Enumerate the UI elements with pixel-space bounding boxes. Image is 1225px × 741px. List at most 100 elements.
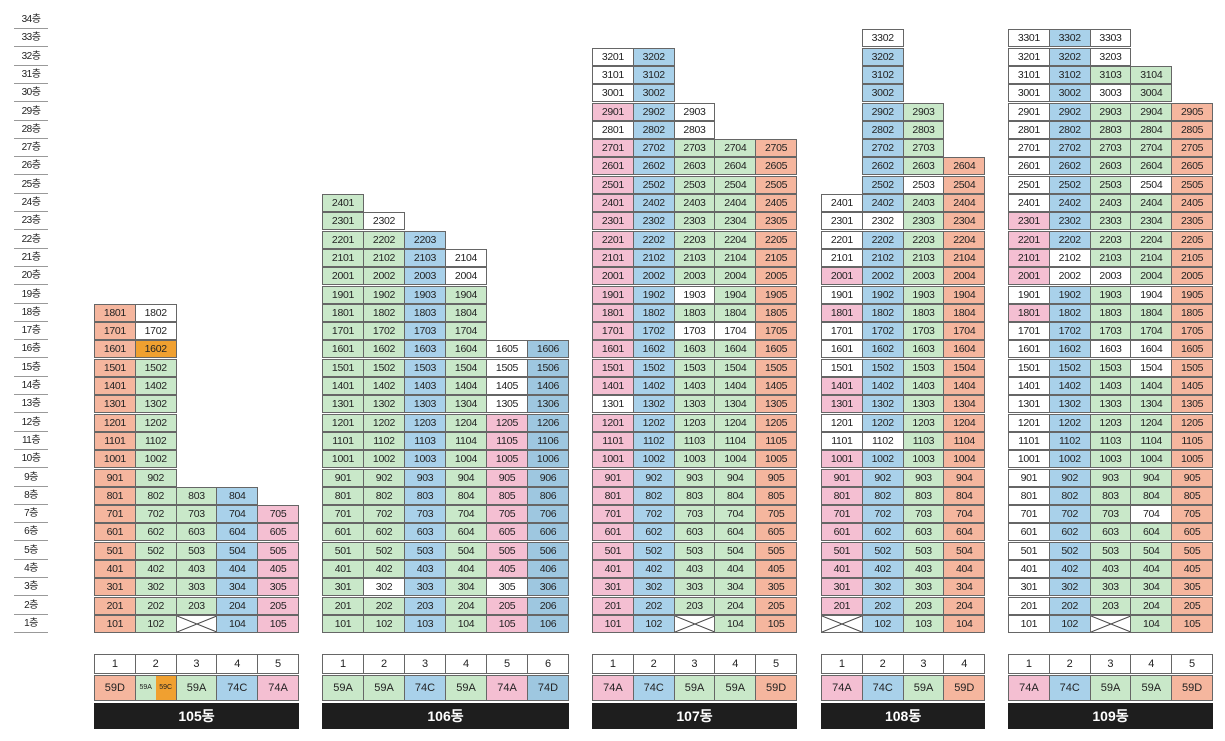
unit-cell: 1703: [404, 322, 446, 341]
unit-cell: 3202: [1048, 47, 1091, 66]
unit-cell: 2903: [1089, 102, 1132, 121]
unit-cell: 2301: [821, 212, 863, 231]
unit-cell: 1203: [1089, 413, 1132, 432]
unit-cell: 1702: [861, 322, 904, 341]
unit-cell: 2405: [755, 194, 797, 212]
unit-cell: 1301: [592, 395, 634, 414]
unit-cell: 502: [861, 541, 904, 560]
unit-cell: 1505: [1171, 358, 1213, 377]
unit-cell: 2004: [943, 267, 986, 286]
unit-cell: 1001: [94, 450, 136, 469]
unit-cell: 901: [592, 468, 634, 487]
unit-cell: 1904: [1130, 285, 1173, 304]
unit-cell: 203: [175, 596, 218, 615]
unit-cell: 901: [821, 468, 863, 487]
unit-cell: 104: [1130, 614, 1173, 633]
unit-cell: 604: [445, 523, 487, 542]
unit-cell: 1505: [755, 358, 797, 377]
unit-cell: 104: [714, 614, 757, 633]
unit-cell: 1904: [714, 285, 757, 304]
floor-label: 19층: [14, 286, 48, 304]
unit-cell: 1402: [632, 377, 675, 395]
line-number: 4: [1130, 654, 1173, 674]
unit-cell: 206: [527, 596, 569, 615]
unit-cell: 3001: [592, 84, 634, 103]
unit-cell: 1104: [445, 431, 487, 450]
unit-cell: 1401: [322, 377, 364, 395]
unit-cell: 2104: [714, 248, 757, 267]
unit-cell: 1902: [1048, 285, 1091, 304]
floor-label: 22층: [14, 231, 48, 249]
unit-type-split: 59A 59C: [134, 675, 177, 701]
unit-cell: 1404: [1130, 377, 1173, 395]
building-name: 106동: [322, 703, 569, 729]
unit-cell: 1804: [714, 303, 757, 322]
unit-cell: 1201: [322, 413, 364, 432]
floor-label: 28층: [14, 121, 48, 139]
unit-cell: 1201: [592, 413, 634, 432]
line-number: 3: [404, 654, 446, 674]
unit-type-label: 74A: [821, 675, 863, 701]
floor-label: 29층: [14, 103, 48, 121]
unit-cell: 901: [94, 468, 136, 487]
unit-cell: 504: [714, 541, 757, 560]
unit-cell: 402: [632, 560, 675, 578]
unit-cell: 3002: [861, 84, 904, 103]
unit-cell: 2001: [592, 267, 634, 286]
unit-cell: 1101: [94, 431, 136, 450]
unit-cell: 1502: [632, 358, 675, 377]
unit-cell: 1703: [1089, 322, 1132, 341]
unit-cell: 305: [1171, 578, 1213, 597]
unit-cell: 3002: [1048, 84, 1091, 103]
unit-cell: 2901: [1008, 102, 1050, 121]
unit-cell: 1301: [821, 395, 863, 414]
line-number: 2: [134, 654, 177, 674]
unit-cell: 1404: [445, 377, 487, 395]
unit-cell: 2604: [943, 157, 986, 176]
unit-cell: 1803: [902, 303, 945, 322]
unit-cell: 1305: [755, 395, 797, 414]
unit-cell: 401: [1008, 560, 1050, 578]
unit-cell: 303: [175, 578, 218, 597]
unit-cell: 1802: [134, 303, 177, 322]
unit-cell: 2102: [363, 248, 405, 267]
unit-cell: 2005: [755, 267, 797, 286]
unit-cell: 404: [714, 560, 757, 578]
unit-cell: 1704: [714, 322, 757, 341]
unit-cell: 2704: [1130, 139, 1173, 158]
unit-cell: 1904: [943, 285, 986, 304]
floor-label: 27층: [14, 139, 48, 158]
line-number: 4: [216, 654, 259, 674]
unit-cell: 1705: [1171, 322, 1213, 341]
unit-cell: 902: [861, 468, 904, 487]
unit-cell: 1303: [673, 395, 716, 414]
unit-cell: 1802: [632, 303, 675, 322]
unit-cell: 1504: [943, 358, 986, 377]
unit-cell: 703: [902, 505, 945, 524]
unit-cell: 802: [363, 486, 405, 505]
unit-cell: 1502: [134, 358, 177, 377]
unit-cell: 502: [1048, 541, 1091, 560]
cross-mark-icon: [176, 615, 217, 632]
unit-cell: 1501: [1008, 358, 1050, 377]
unit-cell: 403: [902, 560, 945, 578]
unit-cell: 2302: [632, 212, 675, 231]
unit-cell: 803: [902, 486, 945, 505]
unit-cell: 1001: [322, 450, 364, 469]
floor-label: 16층: [14, 340, 48, 359]
unit-cell: 1602: [363, 340, 405, 359]
unit-cell: 501: [1008, 541, 1050, 560]
unit-cell: 1102: [1048, 431, 1091, 450]
line-number: 5: [755, 654, 797, 674]
unit-cell: 1503: [673, 358, 716, 377]
unit-cell: 2502: [861, 175, 904, 194]
unit-cell: 503: [673, 541, 716, 560]
unit-cell: 301: [94, 578, 136, 597]
floor-label: 15층: [14, 359, 48, 377]
unit-cell: 905: [486, 468, 528, 487]
unit-cell: 202: [363, 596, 405, 615]
unit-cell: 1202: [1048, 413, 1091, 432]
unit-cell: 2103: [404, 248, 446, 267]
unit-cell: 1405: [755, 377, 797, 395]
unit-cell: 2303: [673, 212, 716, 231]
